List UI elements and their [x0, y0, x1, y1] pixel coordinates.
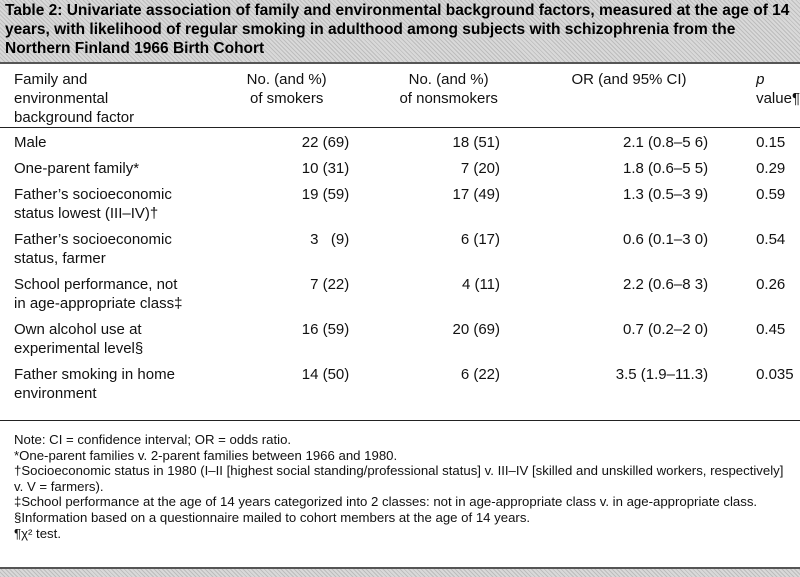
cell-factor: Own alcohol use at experimental level§ [14, 321, 144, 357]
note-line: ¶χ² test. [14, 525, 61, 541]
bottom-band [0, 567, 800, 577]
cell-factor: Father’s socioeconomic status, farmer [14, 231, 172, 267]
header-or: OR (and 95% CI) [542, 70, 717, 128]
cell-smokers: 3 (9) [310, 231, 350, 248]
cell-or: 3.5 (1.9–11.3) [615, 366, 709, 383]
note-line: ‡School performance at the age of 14 yea… [14, 494, 758, 510]
note-line: Note: CI = confidence interval; OR = odd… [14, 432, 292, 447]
cell-p-value: 0.15 [756, 134, 786, 151]
note-line: †Socioeconomic status in 1980 (I–II [hig… [14, 463, 784, 494]
cell-p-value: 0.59 [756, 186, 786, 203]
header-smokers: No. (and %) of smokers [223, 70, 356, 128]
header-nonsmokers: No. (and %) of nonsmokers [355, 70, 543, 128]
cell-p-value: 0.29 [756, 160, 786, 177]
title-band: Table 2: Univariate association of famil… [0, 0, 800, 64]
cell-p-value: 0.26 [756, 276, 786, 293]
table-notes: Note: CI = confidence interval; OR = odd… [14, 432, 794, 541]
header-factor: Family and environmental background fact… [0, 70, 224, 128]
cell-smokers: 22 (69) [301, 134, 350, 151]
note-line: *One-parent families v. 2-parent familie… [14, 447, 398, 463]
cell-smokers: 14 (50) [301, 366, 350, 383]
cell-nonsmokers: 4 (11) [461, 276, 501, 293]
cell-nonsmokers: 18 (51) [452, 134, 501, 151]
table-row: Father’s socioeconomic status lowest (III… [0, 180, 800, 225]
cell-or: 1.3 (0.5–3 9) [623, 186, 709, 203]
table-title: Table 2: Univariate association of famil… [5, 2, 790, 57]
cell-nonsmokers: 17 (49) [452, 186, 501, 203]
data-table: Family and environmental background fact… [0, 70, 800, 405]
cell-p-value: 0.45 [756, 321, 786, 338]
cell-nonsmokers: 6 (22) [460, 366, 501, 383]
table-row: One-parent family* 10 (31) 7 (20) 1.8 (0.6–… [0, 154, 800, 180]
cell-smokers: 19 (59) [301, 186, 350, 203]
cell-factor: Father smoking in home environment [14, 366, 175, 402]
header-row: Family and environmental background fact… [0, 70, 800, 128]
cell-or: 0.6 (0.1–3 0) [623, 231, 709, 248]
table-row: Male 22 (69) 18 (51) 2.1 (0.8–5 6) 0.15 [0, 128, 800, 155]
table-row: Own alcohol use at experimental level§ 16 … [0, 315, 800, 360]
cell-or: 1.8 (0.6–5 5) [623, 160, 709, 177]
cell-factor: Father’s socioeconomic status lowest (III… [14, 186, 172, 222]
cell-factor: Male [14, 134, 47, 151]
cell-smokers: 10 (31) [301, 160, 350, 177]
table-row: Father’s socioeconomic status, farmer 3 (9… [0, 225, 800, 270]
cell-smokers: 7 (22) [310, 276, 350, 293]
cell-factor: One-parent family* [14, 160, 140, 177]
cell-factor: School performance, not in age-appropriat… [14, 276, 183, 312]
table-row: Father smoking in home environment 14 (50)… [0, 360, 800, 405]
cell-nonsmokers: 6 (17) [460, 231, 501, 248]
notes-divider [0, 420, 800, 421]
cell-or: 0.7 (0.2–2 0) [623, 321, 709, 338]
cell-smokers: 16 (59) [301, 321, 350, 338]
cell-or: 2.2 (0.6–8 3) [623, 276, 709, 293]
table-row: School performance, not in age-appropriat… [0, 270, 800, 315]
cell-nonsmokers: 20 (69) [452, 321, 501, 338]
cell-p-value: 0.54 [756, 231, 786, 248]
cell-or: 2.1 (0.8–5 6) [623, 134, 709, 151]
note-line: §Information based on a questionnaire ma… [14, 509, 531, 525]
cell-p-value: 0.035 [756, 366, 794, 383]
header-p-value: p value¶ [716, 70, 800, 128]
cell-nonsmokers: 7 (20) [460, 160, 501, 177]
